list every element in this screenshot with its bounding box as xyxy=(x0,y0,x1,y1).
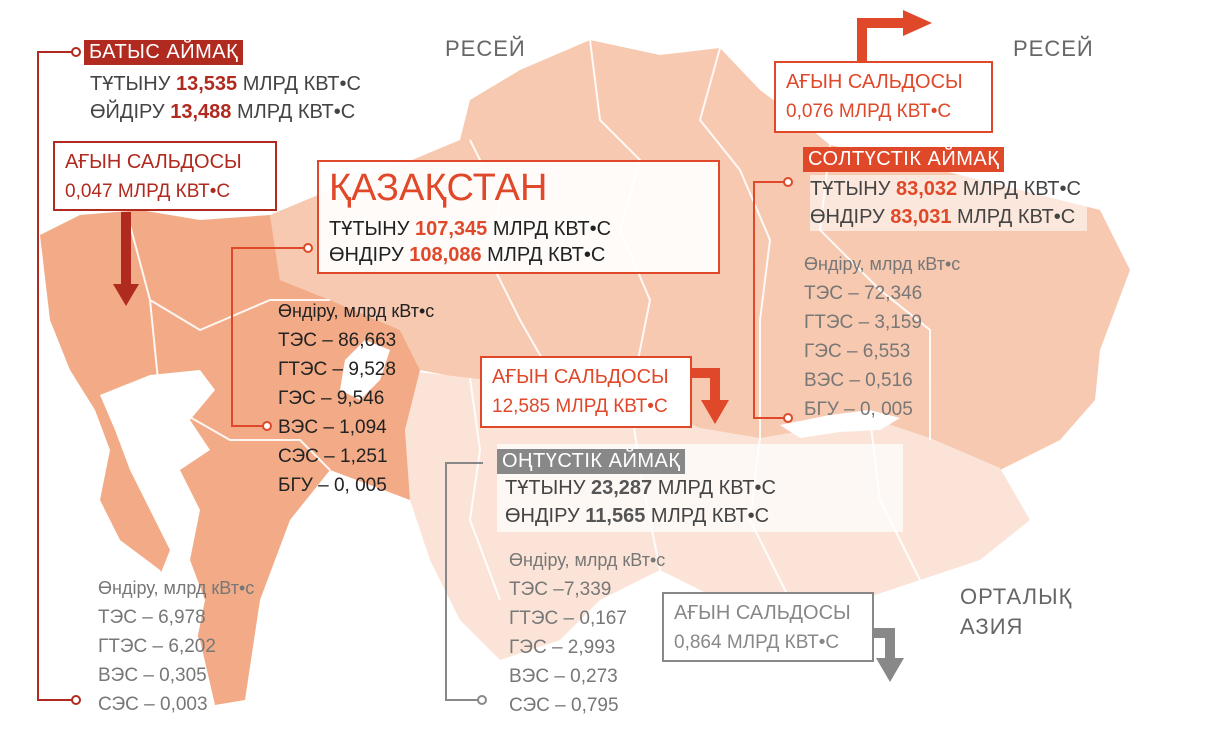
south-gen-item: ТЭС –7,339 xyxy=(509,579,612,600)
kz-gen-item: СЭС – 1,251 xyxy=(278,446,388,467)
west-production-value: 13,488 xyxy=(170,101,232,123)
center-flow-value: 12,585 МЛРД КВТ•С xyxy=(492,396,668,417)
country-label-russia-right: РЕСЕЙ xyxy=(1013,36,1094,61)
north-flow-title: АҒЫН САЛЬДОСЫ xyxy=(786,71,963,93)
caspian-sea-shape xyxy=(100,370,215,700)
south-flow-title: АҒЫН САЛЬДОСЫ xyxy=(674,602,851,624)
south-summary: ТҰТЫНУ 23,287 МЛРД КВТ•С ӨНДІРУ 11,565 М… xyxy=(505,474,776,530)
south-flow-arrow xyxy=(865,628,904,682)
kz-production-label: ӨНДІРУ xyxy=(329,244,404,266)
south-gen-item: ГТЭС – 0,167 xyxy=(509,608,627,629)
north-production-line: ӨНДІРУ 83,031 МЛРД КВТ•С xyxy=(810,203,1081,231)
north-gen-item: ГЭС – 6,553 xyxy=(804,341,911,362)
west-gen-item: ТЭС – 6,978 xyxy=(98,607,206,628)
west-flow-arrow xyxy=(113,212,139,306)
north-region-tag: СОЛТҮСТІК АЙМАҚ xyxy=(803,147,1005,172)
north-consumption-unit: МЛРД КВТ•С xyxy=(962,178,1081,200)
center-flow-arrow xyxy=(690,368,729,424)
kazakhstan-title: ҚАЗАҚСТАН xyxy=(329,167,548,209)
west-gen-item: ГТЭС – 6,202 xyxy=(98,636,216,657)
north-summary: ТҰТЫНУ 83,032 МЛРД КВТ•С ӨНДІРУ 83,031 М… xyxy=(810,175,1087,231)
center-flow-box: АҒЫН САЛЬДОСЫ 12,585 МЛРД КВТ•С xyxy=(480,356,692,428)
south-region-tag: ОҢТҮСТІК АЙМАҚ xyxy=(497,449,686,474)
north-gen-item: ВЭС – 0,516 xyxy=(804,370,913,391)
north-consumption-label: ТҰТЫНУ xyxy=(810,178,891,200)
north-gen-title: Өндіру, млрд кВт•с xyxy=(804,254,961,274)
north-production-value: 83,031 xyxy=(890,206,952,228)
north-flow-arrow xyxy=(857,10,932,64)
kz-gen-title: Өндіру, млрд кВт•с xyxy=(278,301,435,321)
south-gen-item: ГЭС – 2,993 xyxy=(509,637,616,658)
south-gen-item: СЭС – 0,795 xyxy=(509,695,619,716)
kz-consumption-value: 107,345 xyxy=(414,218,488,240)
north-generation-list: Өндіру, млрд кВт•с ТЭС – 72,346 ГТЭС – 3… xyxy=(804,250,960,424)
west-summary: ТҰТЫНУ 13,535 МЛРД КВТ•С ӨЙДІРУ 13,488 М… xyxy=(90,70,361,126)
aral-sea-shape xyxy=(340,340,390,400)
kz-gen-item: ГТЭС – 9,528 xyxy=(278,359,396,380)
south-production-unit: МЛРД КВТ•С xyxy=(650,505,770,527)
west-region-shape xyxy=(40,210,420,705)
kazakhstan-summary-box: ҚАЗАҚСТАН ТҰТЫНУ 107,345 МЛРД КВТ•С ӨНДІ… xyxy=(317,160,720,274)
kz-gen-item: ТЭС – 86,663 xyxy=(278,330,397,351)
north-flow-box: АҒЫН САЛЬДОСЫ 0,076 МЛРД КВТ•С xyxy=(774,61,993,133)
south-gen-item: ВЭС – 0,273 xyxy=(509,666,618,687)
north-flow-value: 0,076 МЛРД КВТ•С xyxy=(786,101,952,122)
kz-production-unit: МЛРД КВТ•С xyxy=(487,244,606,266)
country-label-russia-left: РЕСЕЙ xyxy=(445,36,526,61)
north-production-unit: МЛРД КВТ•С xyxy=(957,206,1076,228)
south-flow-value: 0,864 МЛРД КВТ•С xyxy=(674,632,840,653)
west-gen-item: СЭС – 0,003 xyxy=(98,694,208,715)
kz-production-value: 108,086 xyxy=(409,244,482,266)
central-asia-line-1: ОРТАЛЫҚ xyxy=(960,584,1073,609)
west-region-tag: БАТЫС АЙМАҚ xyxy=(84,40,244,65)
kz-consumption-unit: МЛРД КВТ•С xyxy=(492,218,612,240)
kz-gen-item: ГЭС – 9,546 xyxy=(278,388,385,409)
north-gen-item: БГУ – 0, 005 xyxy=(804,399,913,420)
west-consumption-label: ТҰТЫНУ xyxy=(90,73,171,95)
west-production-unit: МЛРД КВТ•С xyxy=(236,101,356,123)
kz-gen-item: БГУ – 0, 005 xyxy=(278,475,387,496)
west-flow-value: 0,047 МЛРД КВТ•С xyxy=(65,181,231,202)
kz-gen-item: ВЭС – 1,094 xyxy=(278,417,387,438)
central-asia-line-2: АЗИЯ xyxy=(960,614,1024,639)
north-consumption-value: 83,032 xyxy=(895,178,958,200)
south-production-label: ӨНДІРУ xyxy=(505,505,580,527)
north-production-label: ӨНДІРУ xyxy=(810,206,885,228)
west-consumption-line: ТҰТЫНУ 13,535 МЛРД КВТ•С xyxy=(90,70,361,98)
balkhash-lake-shape xyxy=(780,410,900,438)
south-production-value: 11,565 xyxy=(585,505,646,527)
south-generation-list: Өндіру, млрд кВт•с ТЭС –7,339 ГТЭС – 0,1… xyxy=(509,546,665,720)
west-flow-box: АҒЫН САЛЬДОСЫ 0,047 МЛРД КВТ•С xyxy=(53,141,277,211)
south-consumption-label: ТҰТЫНУ xyxy=(505,477,586,499)
south-production-line: ӨНДІРУ 11,565 МЛРД КВТ•С xyxy=(505,502,776,530)
south-consumption-line: ТҰТЫНУ 23,287 МЛРД КВТ•С xyxy=(505,474,776,502)
west-gen-item: ВЭС – 0,305 xyxy=(98,665,207,686)
country-label-central-asia: ОРТАЛЫҚ АЗИЯ xyxy=(960,582,1072,642)
center-flow-title: АҒЫН САЛЬДОСЫ xyxy=(492,366,669,388)
kazakhstan-generation-list: Өндіру, млрд кВт•с ТЭС – 86,663 ГТЭС – 9… xyxy=(278,297,434,500)
south-consumption-unit: МЛРД КВТ•С xyxy=(657,477,776,499)
kazakhstan-production-line: ӨНДІРУ 108,086 МЛРД КВТ•С xyxy=(329,242,708,268)
north-consumption-line: ТҰТЫНУ 83,032 МЛРД КВТ•С xyxy=(810,175,1081,203)
north-gen-item: ТЭС – 72,346 xyxy=(804,283,923,304)
west-flow-title: АҒЫН САЛЬДОСЫ xyxy=(65,151,242,173)
west-production-label: ӨЙДІРУ xyxy=(90,101,165,123)
west-generation-list: Өндіру, млрд кВт•с ТЭС – 6,978 ГТЭС – 6,… xyxy=(98,574,254,719)
west-consumption-value: 13,535 xyxy=(175,73,238,95)
north-gen-item: ГТЭС – 3,159 xyxy=(804,312,922,333)
west-gen-title: Өндіру, млрд кВт•с xyxy=(98,578,255,598)
west-production-line: ӨЙДІРУ 13,488 МЛРД КВТ•С xyxy=(90,98,361,126)
south-gen-title: Өндіру, млрд кВт•с xyxy=(509,550,666,570)
kz-consumption-label: ТҰТЫНУ xyxy=(329,218,410,240)
south-flow-box: АҒЫН САЛЬДОСЫ 0,864 МЛРД КВТ•С xyxy=(662,592,874,662)
kazakhstan-consumption-line: ТҰТЫНУ 107,345 МЛРД КВТ•С xyxy=(329,216,708,242)
west-consumption-unit: МЛРД КВТ•С xyxy=(242,73,361,95)
south-consumption-value: 23,287 xyxy=(590,477,653,499)
